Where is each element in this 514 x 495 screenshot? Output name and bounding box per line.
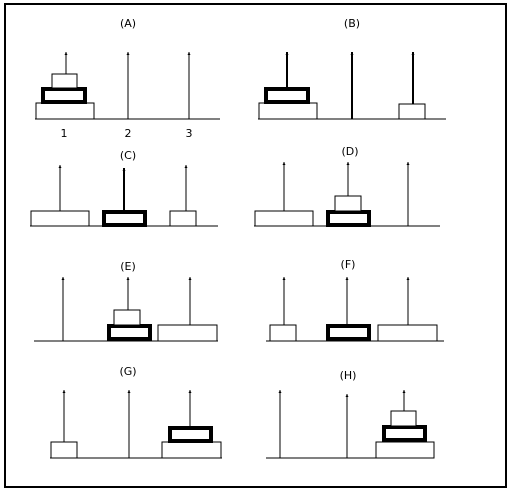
panel-c-large-disk <box>30 210 90 227</box>
panel-d-label: (D) <box>341 145 358 158</box>
peg-tip-icon <box>127 390 131 393</box>
panel-b-medium-disk <box>264 87 310 104</box>
panel-e-large-disk <box>157 324 218 342</box>
panel-g-label: (G) <box>119 365 136 378</box>
panel-g: (G) <box>50 365 222 459</box>
peg-tip-icon <box>126 277 130 280</box>
panel-a-medium-disk <box>41 87 87 104</box>
panel-f-small-disk <box>269 324 297 342</box>
panel-h-medium-disk <box>382 425 427 442</box>
peg-tip-icon <box>64 52 68 55</box>
peg-tip-icon <box>285 52 289 55</box>
peg-tip-icon <box>406 277 410 280</box>
panel-h: (H) <box>266 369 435 459</box>
panel-h-large-disk <box>375 441 435 459</box>
panel-e-medium-disk <box>107 324 152 341</box>
peg-tip-icon <box>282 277 286 280</box>
peg-tip-icon <box>188 390 192 393</box>
peg-tip-icon <box>411 52 415 55</box>
panel-f: (F) <box>266 258 444 342</box>
peg-tip-icon <box>188 277 192 280</box>
peg-tip-icon <box>187 52 191 55</box>
panel-b-small-disk <box>398 103 426 120</box>
panel-f-label: (F) <box>341 258 356 271</box>
panel-g-small-disk <box>50 441 78 459</box>
panel-a-label: (A) <box>120 17 136 30</box>
panel-a: (A) 1 2 3 <box>35 17 220 140</box>
peg-number-1: 1 <box>61 127 68 140</box>
panel-e-label: (E) <box>120 260 136 273</box>
panel-e: (E) <box>34 260 218 342</box>
panel-d-small-disk <box>334 195 362 212</box>
peg-tip-icon <box>345 394 349 397</box>
panel-b-large-disk <box>258 102 318 120</box>
panel-h-label: (H) <box>340 369 357 382</box>
peg-tip-icon <box>346 162 350 165</box>
panel-h-small-disk <box>390 410 417 427</box>
panel-a-small-disk <box>51 73 78 89</box>
panel-d: (D) <box>254 145 440 227</box>
peg-tip-icon <box>126 52 130 55</box>
peg-tip-icon <box>62 390 66 393</box>
panel-c-label: (C) <box>120 149 136 162</box>
panel-d-medium-disk <box>326 210 371 227</box>
panel-c: (C) <box>30 149 218 227</box>
peg-tip-icon <box>58 165 62 168</box>
peg-number-3: 3 <box>186 127 193 140</box>
panel-b-label: (B) <box>344 17 360 30</box>
peg-number-2: 2 <box>125 127 132 140</box>
peg-tip-icon <box>402 390 406 393</box>
figure-frame <box>4 3 507 488</box>
panel-a-large-disk <box>35 102 95 120</box>
peg-tip-icon <box>406 162 410 165</box>
peg-tip-icon <box>61 277 65 280</box>
panel-g-large-disk <box>161 441 222 459</box>
peg-tip-icon <box>350 52 354 55</box>
peg-tip-icon <box>282 162 286 165</box>
panel-d-large-disk <box>254 210 314 227</box>
peg-arrow-tips <box>58 52 415 397</box>
panel-e-small-disk <box>113 309 141 326</box>
peg-tip-icon <box>122 168 126 171</box>
panel-b: (B) <box>258 17 446 120</box>
panel-c-small-disk <box>169 210 197 227</box>
panel-c-medium-disk <box>102 210 147 227</box>
panel-f-large-disk <box>377 324 438 342</box>
peg-tip-icon <box>278 390 282 393</box>
panel-f-medium-disk <box>326 324 371 341</box>
peg-tip-icon <box>345 277 349 280</box>
peg-tip-icon <box>184 165 188 168</box>
panel-g-medium-disk <box>168 426 213 443</box>
